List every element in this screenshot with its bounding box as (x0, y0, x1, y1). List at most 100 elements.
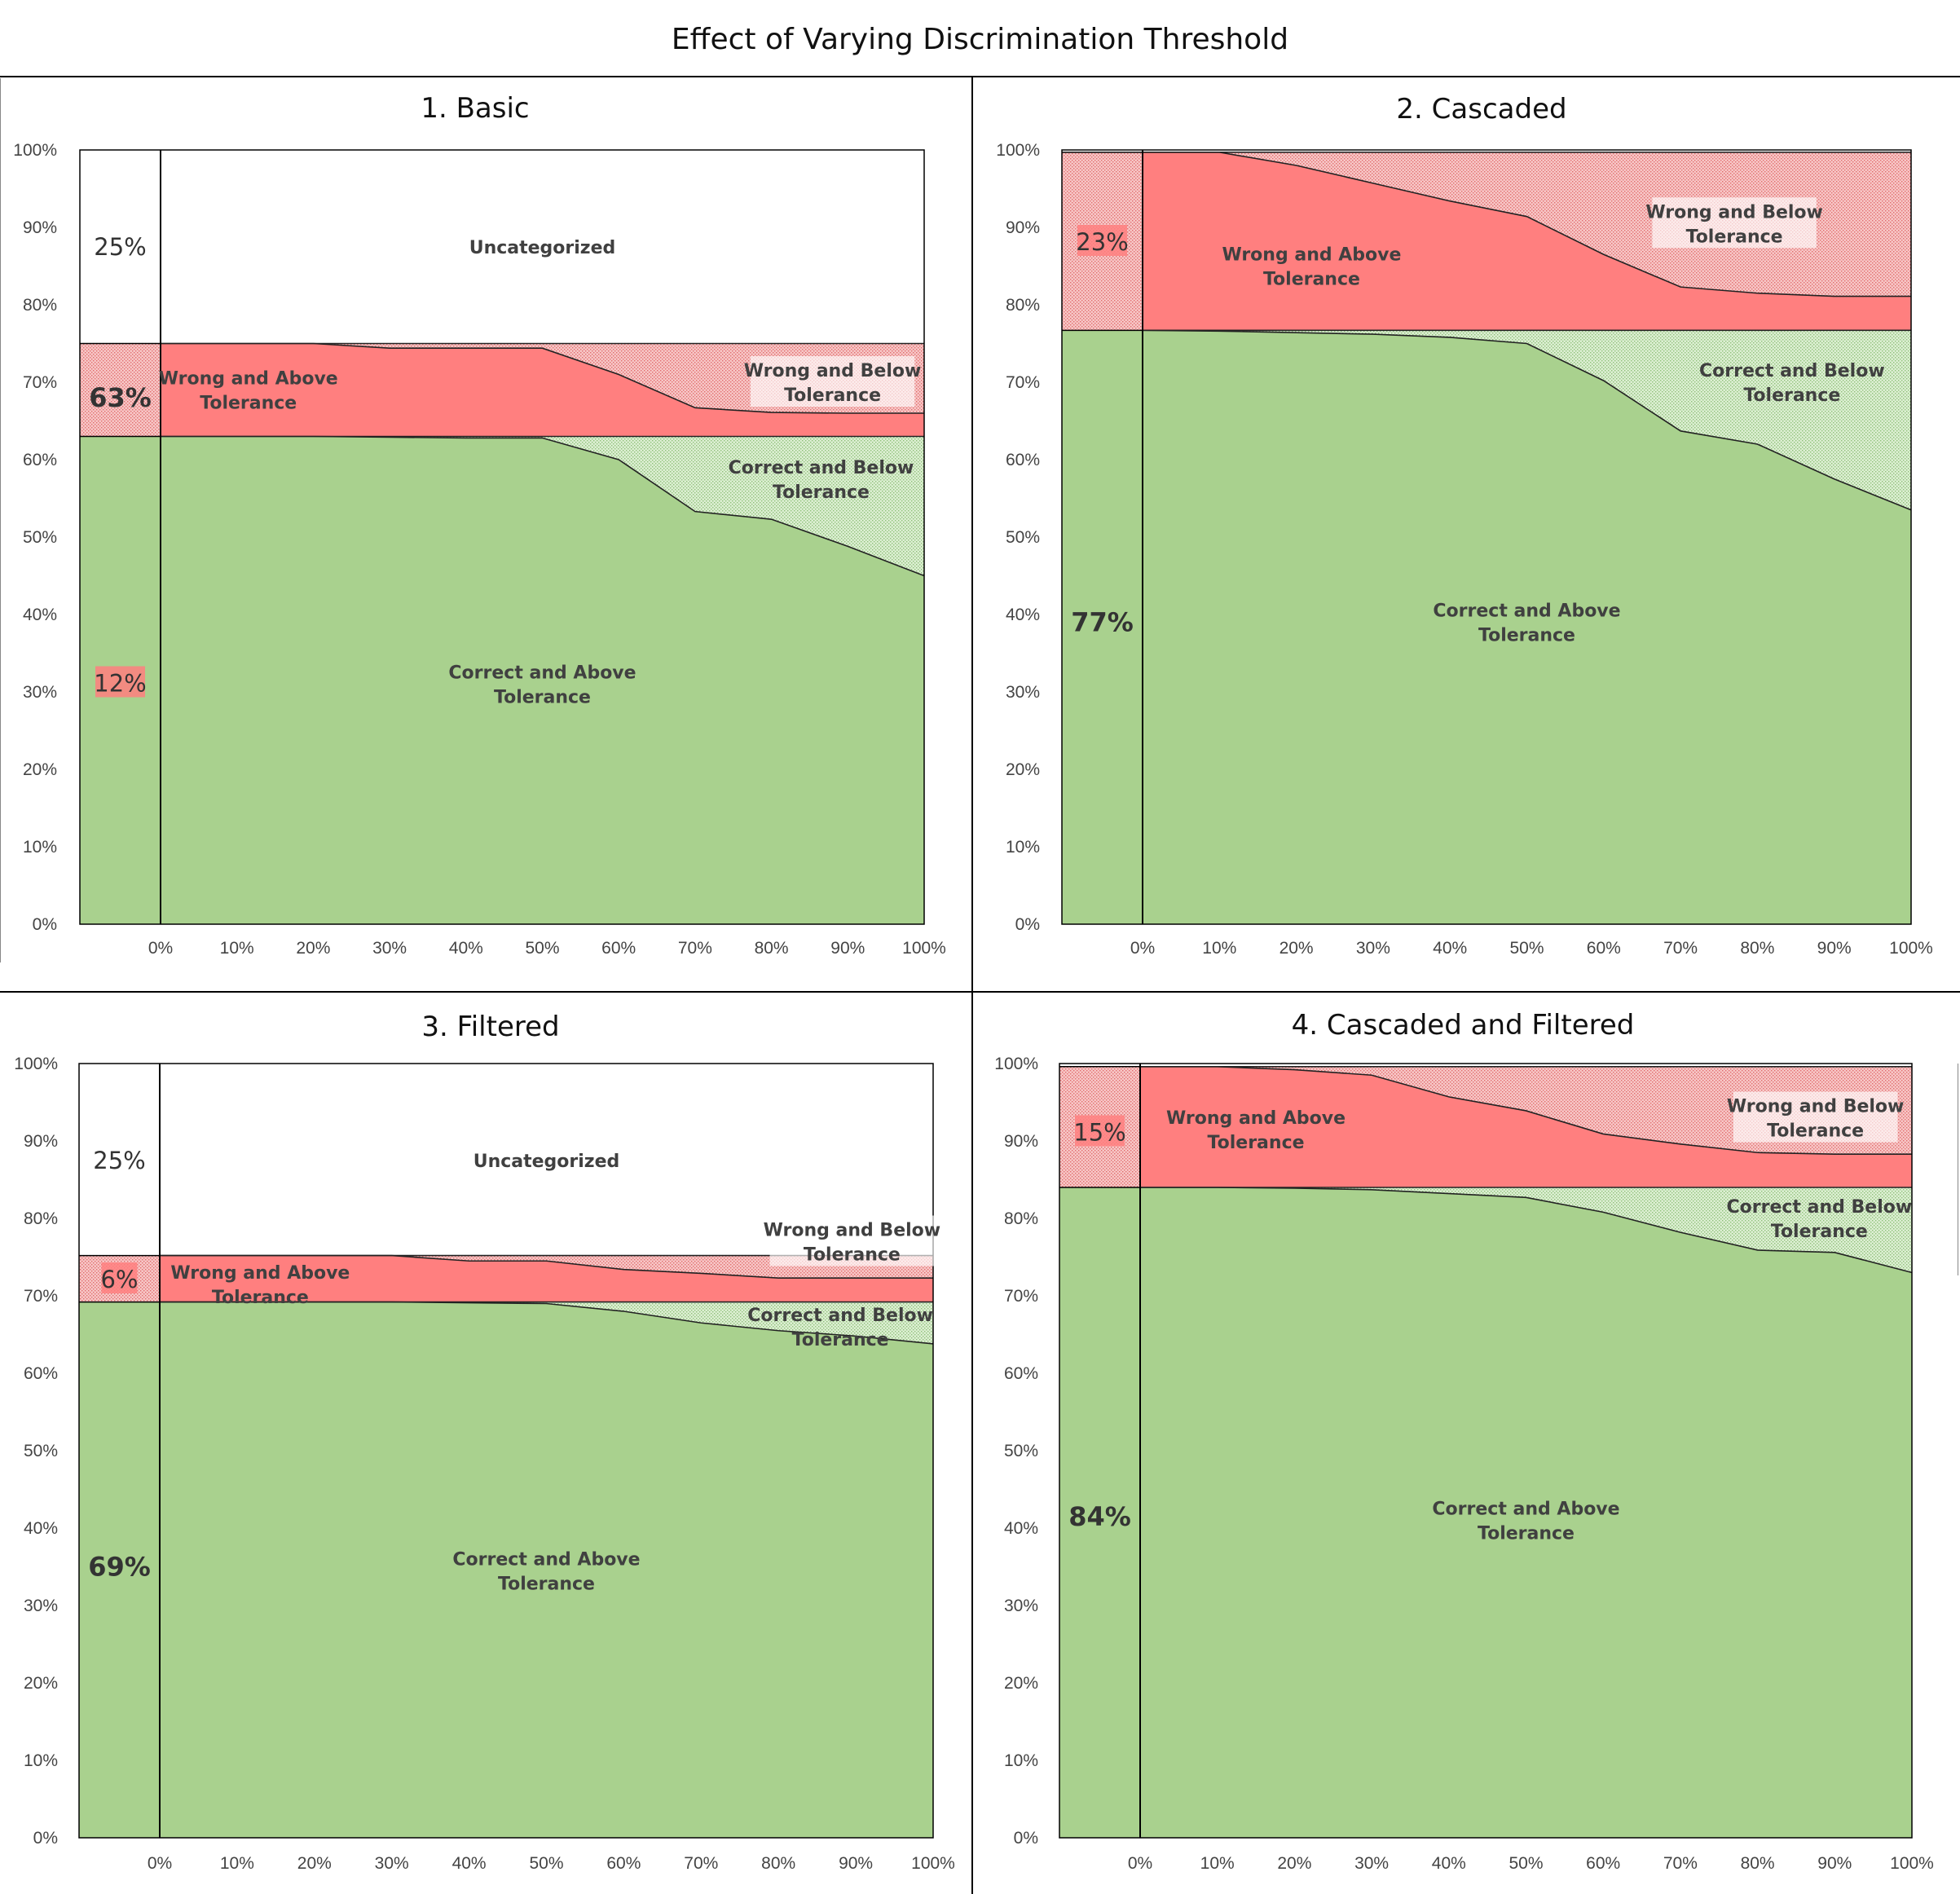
y-tick-label: 40% (24, 1519, 58, 1538)
label-correct-below-group: Correct and Below Tolerance (1727, 1197, 1913, 1242)
y-tick-label: 40% (1006, 606, 1040, 624)
label-wrong-below-line: Wrong and Below (1645, 202, 1822, 222)
baseline-wrong-value: 23% (1076, 228, 1128, 256)
baseline-correct-segment (79, 1302, 160, 1838)
y-tick-label: 60% (24, 1364, 58, 1383)
area-wrong-below (1143, 152, 1911, 297)
panel-divider-vertical (971, 76, 973, 1894)
y-tick-label: 10% (1006, 838, 1040, 857)
y-tick-label: 100% (13, 141, 57, 160)
y-tick-label: 30% (1006, 683, 1040, 702)
x-tick-label: 0% (148, 1854, 172, 1873)
label-correct-above-group: Correct and Above Tolerance (1432, 1500, 1619, 1544)
chart-svg: 2. Cascaded 0% 10% 20% 30% 40% 50% 60% 70% 80% 90%… (996, 93, 1933, 958)
x-tick-label: 50% (529, 1854, 563, 1873)
label-wrong-below-line: Tolerance (804, 1245, 901, 1266)
label-wrong-above-line: Wrong and Above (1222, 245, 1401, 266)
label-correct-below-line: Tolerance (792, 1330, 889, 1350)
label-wrong-above-group: Wrong and Above Tolerance (159, 369, 338, 414)
y-tick-label: 90% (23, 218, 57, 237)
baseline-correct-value: 69% (88, 1552, 151, 1583)
x-tick-label: 40% (1433, 939, 1467, 958)
area-correct-below (160, 1302, 933, 1344)
label-wrong-below-line: Wrong and Below (1727, 1097, 1905, 1117)
x-tick-label: 30% (372, 939, 407, 958)
x-tick-label: 60% (606, 1854, 641, 1873)
x-tick-label: 70% (684, 1854, 718, 1873)
x-tick-label: 100% (1889, 939, 1933, 958)
y-tick-label: 10% (1004, 1751, 1038, 1770)
label-correct-below-group: Correct and Below Tolerance (1699, 361, 1885, 406)
y-tick-label: 60% (1004, 1364, 1038, 1383)
x-tick-label: 0% (1130, 939, 1155, 958)
area-wrong-above (160, 1255, 933, 1302)
x-tick-label: 70% (1663, 939, 1698, 958)
label-correct-below-line: Correct and Below (747, 1306, 933, 1326)
label-wrong-above-line: Tolerance (1208, 1133, 1305, 1153)
y-tick-label: 60% (1006, 451, 1040, 469)
panel-title: 1. Basic (421, 92, 529, 125)
area-correct-above (1140, 1187, 1912, 1838)
panel-title: 4. Cascaded and Filtered (1292, 1009, 1635, 1042)
baseline-wrong-value: 12% (94, 670, 146, 698)
baseline-wrong-value-backdrop (95, 666, 145, 698)
baseline-wrong-segment (80, 343, 161, 437)
x-tick-label: 20% (296, 939, 330, 958)
baseline-correct-value: 77% (1071, 607, 1134, 638)
label-correct-above-group: Correct and Above Tolerance (1433, 601, 1620, 646)
x-tick-label: 100% (902, 939, 946, 958)
x-tick-label: 70% (678, 939, 712, 958)
y-tick-label: 30% (24, 1597, 58, 1615)
chart-panel-basic: 1. Basic 0% 10% 20% 30% 40% 50% 60% 70% 80% 90% 100… (0, 78, 970, 989)
x-tick-label: 40% (1432, 1854, 1466, 1873)
chart-panel-cascaded: 2. Cascaded 0% 10% 20% 30% 40% 50% 60% 70% 80% 90%… (974, 78, 1958, 989)
y-tick-label: 40% (1004, 1519, 1038, 1538)
line-correct-above-top (1142, 329, 1912, 511)
label-correct-below-line: Correct and Below (1699, 361, 1885, 381)
y-tick-label: 60% (23, 451, 57, 469)
x-tick-label: 90% (839, 1854, 873, 1873)
label-correct-above-line: Correct and Above (1432, 1500, 1619, 1520)
y-tick-label: 80% (24, 1209, 58, 1228)
label-wrong-below-line: Tolerance (784, 385, 881, 406)
label-correct-above-line: Correct and Above (448, 663, 636, 684)
x-tick-label: 50% (1509, 1854, 1543, 1873)
baseline-uncategorized-value: 25% (93, 1147, 145, 1174)
label-correct-above-line: Correct and Above (452, 1549, 640, 1570)
edge-mark-left (0, 78, 1, 962)
label-wrong-below-backdrop (1733, 1091, 1898, 1143)
x-tick-label: 100% (911, 1854, 955, 1873)
y-tick-label: 70% (23, 373, 57, 392)
y-tick-label: 50% (23, 528, 57, 547)
area-correct-below (1140, 1187, 1912, 1273)
baseline-correct-segment (1062, 330, 1143, 925)
area-wrong-above (161, 343, 924, 437)
y-tick-label: 0% (33, 1829, 58, 1848)
baseline-wrong-value-backdrop (1075, 1115, 1125, 1147)
baseline-wrong-value: 15% (1073, 1119, 1125, 1147)
y-tick-label: 10% (24, 1751, 58, 1770)
label-wrong-below-line: Tolerance (1767, 1121, 1864, 1142)
area-correct-below (161, 436, 924, 576)
label-wrong-above-line: Wrong and Above (159, 369, 338, 390)
x-tick-label: 20% (1277, 1854, 1311, 1873)
x-tick-label: 90% (1817, 939, 1852, 958)
y-tick-label: 80% (1004, 1209, 1038, 1228)
label-correct-above-line: Tolerance (1478, 626, 1575, 646)
area-correct-above (1143, 330, 1911, 925)
x-tick-label: 30% (1356, 939, 1390, 958)
panel-title: 2. Cascaded (1396, 93, 1566, 126)
x-tick-label: 60% (1587, 939, 1621, 958)
panel-title: 3. Filtered (421, 1011, 559, 1043)
x-tick-label: 50% (525, 939, 559, 958)
baseline-correct-value: 84% (1068, 1501, 1131, 1532)
y-tick-label: 50% (1006, 528, 1040, 547)
x-tick-label: 70% (1663, 1854, 1698, 1873)
y-tick-label: 20% (24, 1674, 58, 1693)
area-wrong-above (1143, 152, 1911, 331)
label-wrong-above-group: Wrong and Above Tolerance (1166, 1108, 1346, 1153)
area-wrong-below (160, 1255, 933, 1279)
plot-frame (1059, 1063, 1913, 1839)
label-correct-above-group: Correct and Above Tolerance (448, 663, 636, 708)
x-tick-label: 0% (148, 939, 173, 958)
